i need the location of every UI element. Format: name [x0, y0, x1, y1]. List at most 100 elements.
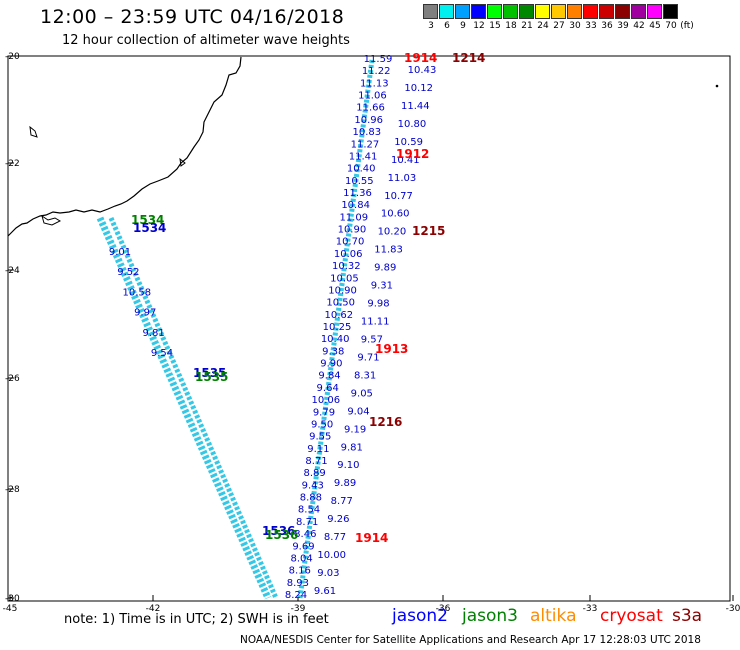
lat-tick-label: -22: [5, 159, 20, 169]
coastline-inlet: [41, 214, 62, 226]
swh-value-label: 8.71: [296, 517, 318, 528]
swh-value-label: 9.03: [317, 568, 339, 579]
legend-label: 42: [633, 21, 645, 31]
swh-value-label: 11.13: [360, 78, 389, 89]
track-pass-label: 1535: [195, 370, 228, 384]
swh-value-label: 8.88: [300, 493, 322, 504]
legend-label: 33: [585, 21, 597, 31]
swh-value-label: 9.31: [371, 281, 393, 292]
legend-swatch: [439, 4, 454, 19]
swh-value-label: 9.57: [361, 334, 383, 345]
legend-label: 6: [444, 21, 450, 31]
swh-value-label: 8.89: [304, 468, 326, 479]
track-pass-label: 1535: [193, 366, 226, 380]
legend-swatch: [551, 4, 566, 19]
satellite-legend-item: jason3: [462, 606, 518, 626]
swh-value-label: 10.60: [381, 209, 410, 220]
legend-unit: (ft): [680, 21, 694, 31]
track-pass-label: 1536: [265, 528, 298, 542]
swh-value-label: 11.36: [343, 188, 372, 199]
page-title: 12:00 – 23:59 UTC 04/16/2018: [40, 6, 345, 28]
track-pass-label: 1912: [396, 147, 429, 161]
swh-value-label: 9.89: [374, 263, 396, 274]
swh-value-label: 8.46: [294, 529, 316, 540]
track-pass-label: 1536: [262, 524, 295, 538]
swh-value-label: 9.64: [317, 383, 339, 394]
swh-value-label: 9.55: [309, 432, 331, 443]
map-frame: [7, 55, 731, 602]
swh-value-label: 10.58: [122, 287, 151, 298]
lat-tick-label: -24: [5, 266, 20, 276]
legend-swatch: [583, 4, 598, 19]
swh-value-label: 10.55: [345, 176, 374, 187]
swh-value-label: 10.50: [326, 298, 355, 309]
swh-value-label: 8.31: [354, 370, 376, 381]
satellite-legend-item: jason2: [392, 606, 448, 626]
swh-value-label: 9.61: [314, 586, 336, 597]
swh-value-label: 8.54: [298, 505, 320, 516]
swh-value-label: 10.83: [352, 127, 381, 138]
swh-value-label: 9.01: [109, 247, 131, 258]
swh-value-label: 9.10: [337, 460, 359, 471]
swh-value-label: 10.84: [341, 200, 370, 211]
legend-label: 15: [489, 21, 501, 31]
legend-label: 30: [569, 21, 581, 31]
swh-value-label: 10.20: [378, 227, 407, 238]
swh-value-label: 11.11: [361, 317, 390, 328]
legend-label: 70: [665, 21, 677, 31]
legend-swatch: [503, 4, 518, 19]
track-pass-label: 1913: [375, 342, 408, 356]
track-jason-swath: [96, 216, 272, 600]
swh-value-label: 10.90: [338, 225, 367, 236]
swh-value-label: 9.26: [327, 514, 349, 525]
page-subtitle: 12 hour collection of altimeter wave hei…: [62, 33, 350, 48]
lon-tick-label: -30: [726, 604, 740, 614]
legend-swatch: [455, 4, 470, 19]
swh-value-label: 9.81: [341, 442, 363, 453]
swh-value-label: 8.24: [285, 590, 307, 601]
swh-value-label: 9.04: [347, 406, 369, 417]
swh-value-label: 10.06: [311, 395, 340, 406]
swh-value-label: 10.06: [334, 249, 363, 260]
swh-value-label: 9.84: [318, 371, 340, 382]
swh-value-label: 10.12: [404, 83, 433, 94]
swh-value-label: 10.25: [323, 322, 352, 333]
swh-value-label: 10.41: [391, 155, 420, 166]
swh-value-label: 11.03: [388, 173, 417, 184]
swh-value-label: 9.97: [134, 308, 156, 319]
legend-swatch: [535, 4, 550, 19]
swh-value-label: 11.59: [364, 54, 393, 65]
track-pass-label: 1216: [369, 415, 402, 429]
lon-tick-label: -42: [146, 604, 161, 614]
swh-value-label: 10.05: [330, 273, 359, 284]
legend-label: 18: [505, 21, 517, 31]
swh-value-label: 9.81: [142, 328, 164, 339]
legend-label: 39: [617, 21, 629, 31]
swh-value-label: 9.43: [302, 480, 324, 491]
swh-value-label: 10.77: [384, 191, 413, 202]
swh-value-label: 8.77: [331, 496, 353, 507]
legend-label: 27: [553, 21, 565, 31]
satellite-legend-item: s3a: [672, 606, 703, 626]
swh-value-label: 11.44: [401, 101, 430, 112]
lat-tick-label: -30: [5, 594, 20, 604]
swh-value-label: 10.62: [325, 310, 354, 321]
legend-swatch: [519, 4, 534, 19]
swh-value-label: 10.43: [408, 65, 437, 76]
lon-tick-label: -39: [291, 604, 306, 614]
track-pass-label: 1534: [133, 221, 166, 235]
swh-value-label: 9.52: [117, 267, 139, 278]
swh-value-label: 9.54: [151, 348, 173, 359]
legend-label: 21: [521, 21, 533, 31]
legend-label: 12: [473, 21, 485, 31]
swh-value-label: 10.96: [354, 115, 383, 126]
swh-value-label: 8.77: [324, 532, 346, 543]
swh-value-label: 10.00: [317, 550, 346, 561]
swh-value-label: 10.70: [336, 237, 365, 248]
swh-value-label: 11.09: [339, 212, 368, 223]
track-ascending-swath: [297, 59, 375, 599]
swh-value-label: 8.16: [289, 566, 311, 577]
swh-value-label: 9.50: [311, 419, 333, 430]
